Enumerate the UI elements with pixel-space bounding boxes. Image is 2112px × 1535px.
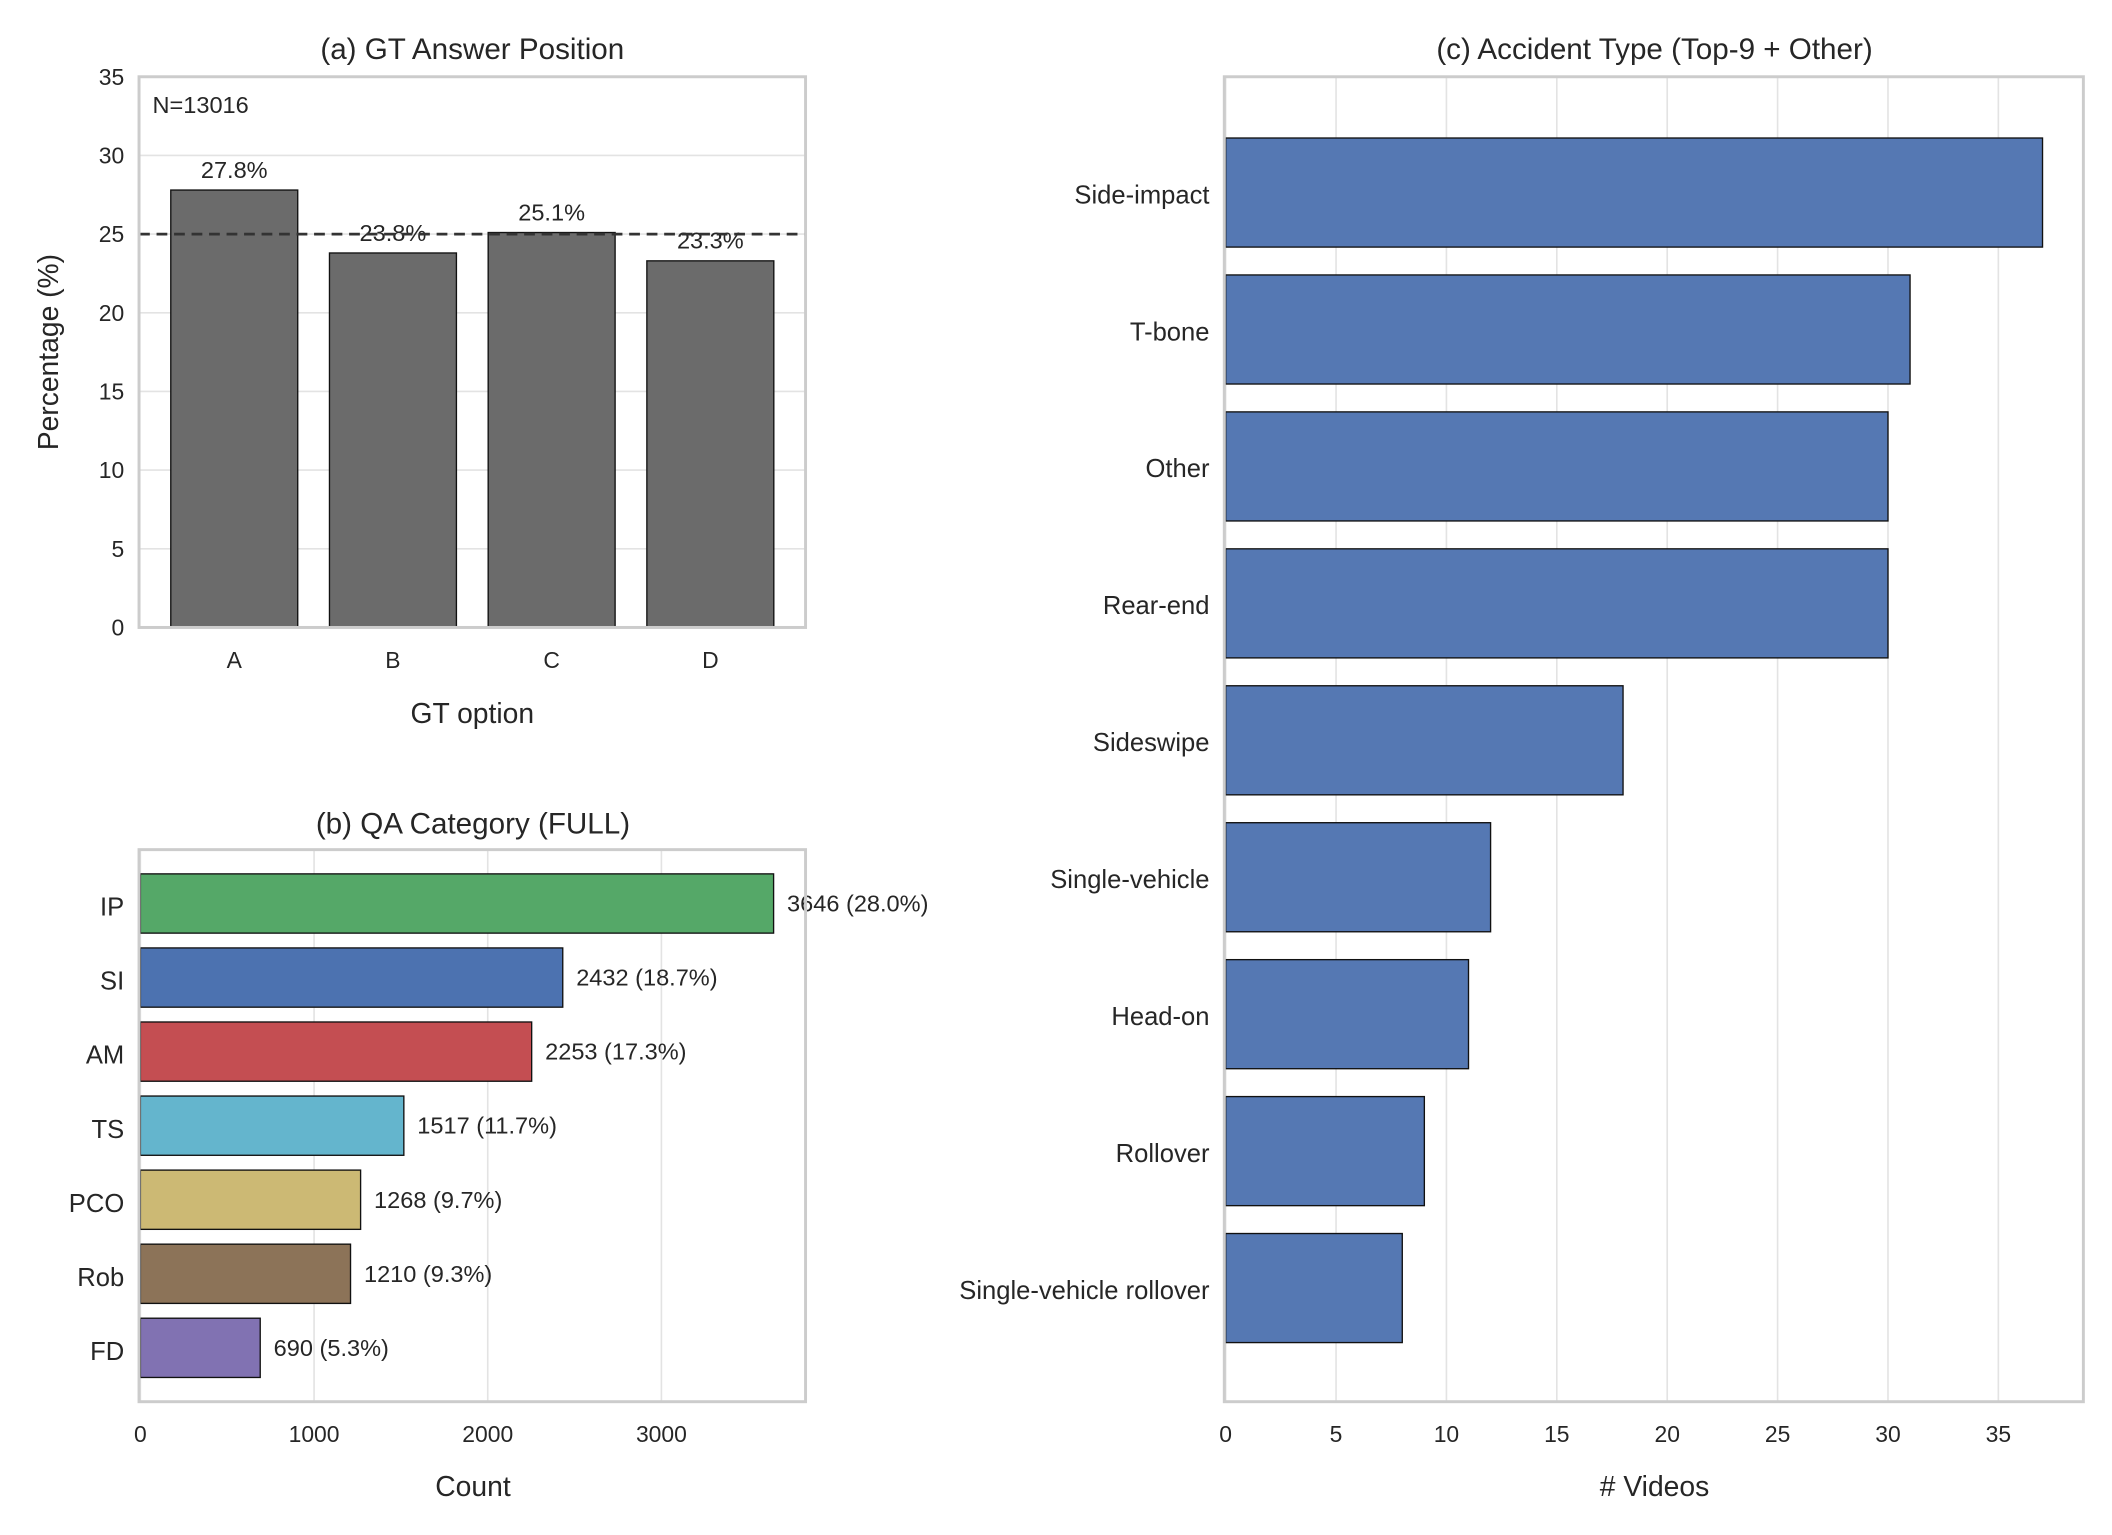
- x-tick-label: 2000: [462, 1421, 513, 1447]
- y-tick-label: Rollover: [1116, 1140, 1210, 1168]
- x-tick-label: 3000: [636, 1421, 687, 1447]
- x-axis-label: # Videos: [1600, 1470, 1710, 1502]
- bar-head-on: [1224, 958, 1470, 1070]
- bar-rollover: [1224, 1095, 1426, 1207]
- y-tick-label: 30: [99, 143, 124, 169]
- y-tick-label: 5: [111, 536, 124, 562]
- bar-si: [139, 947, 564, 1008]
- axes-frame: [1222, 75, 2085, 1404]
- x-tick-label: 0: [1219, 1421, 1232, 1447]
- y-tick-label: Sideswipe: [1093, 729, 1210, 757]
- y-tick-label: 0: [111, 615, 124, 641]
- chart-title: (c) Accident Type (Top-9 + Other): [1436, 33, 1872, 66]
- x-tick-label: C: [543, 647, 560, 673]
- x-tick-label: 5: [1330, 1421, 1343, 1447]
- y-tick-label: 15: [99, 379, 124, 405]
- y-tick-label: 20: [99, 300, 124, 326]
- x-tick-label: 30: [1875, 1421, 1900, 1447]
- y-tick-label: PCO: [69, 1190, 124, 1218]
- bar-rear-end: [1224, 548, 1889, 659]
- y-tick-label: FD: [90, 1338, 124, 1366]
- y-tick-label: Single-vehicle rollover: [959, 1277, 1210, 1305]
- y-tick-label: SI: [100, 968, 124, 996]
- y-tick-label: 10: [99, 457, 124, 483]
- bar-a: [170, 189, 299, 629]
- bar-c: [487, 231, 616, 629]
- y-tick-label: Other: [1146, 455, 1210, 483]
- x-tick-label: 20: [1654, 1421, 1679, 1447]
- y-tick-label: Side-impact: [1074, 181, 1209, 209]
- data-label: 1268 (9.7%): [374, 1187, 502, 1213]
- x-tick-label: 25: [1765, 1421, 1790, 1447]
- y-tick-label: IP: [100, 894, 124, 922]
- data-label: 27.8%: [201, 157, 268, 183]
- bar-d: [646, 260, 775, 629]
- x-tick-label: 0: [134, 1421, 147, 1447]
- axes-frame: [137, 75, 808, 629]
- x-tick-label: B: [385, 647, 400, 673]
- bar-sideswipe: [1224, 685, 1624, 796]
- bar-rob: [139, 1243, 352, 1305]
- x-axis-label: Count: [435, 1470, 511, 1502]
- y-tick-label: T-bone: [1130, 318, 1210, 346]
- x-tick-label: 35: [1986, 1421, 2011, 1447]
- data-label: 1517 (11.7%): [417, 1113, 557, 1139]
- y-tick-label: Single-vehicle: [1050, 866, 1209, 894]
- data-label: 23.3%: [677, 228, 744, 254]
- y-tick-label: TS: [92, 1116, 125, 1144]
- axes-frame: [137, 848, 808, 1404]
- panel-b-qa-category: 0 1000 2000 3000 3646 (28.0%) IP 2432 (18.7%) S…: [69, 807, 929, 1501]
- bar-side-impact: [1224, 137, 2044, 248]
- x-axis-label: GT option: [410, 697, 534, 729]
- bar-am: [139, 1021, 533, 1082]
- y-tick-label: AM: [86, 1042, 124, 1070]
- data-label: 690 (5.3%): [274, 1335, 389, 1361]
- x-tick-label: 15: [1544, 1421, 1569, 1447]
- y-axis-label: Percentage (%): [32, 254, 64, 450]
- data-label: 2432 (18.7%): [576, 965, 717, 991]
- bar-fd: [139, 1317, 261, 1379]
- chart-title: (b) QA Category (FULL): [316, 807, 630, 840]
- x-tick-label: 10: [1434, 1421, 1459, 1447]
- y-tick-label: 35: [99, 64, 124, 90]
- y-tick-label: Rob: [77, 1264, 124, 1292]
- bar-ts: [139, 1095, 405, 1156]
- bar-single-vehicle: [1224, 822, 1492, 933]
- panel-a-gt-answer-position: 0510152025303527.8%A23.8%B25.1%C23.3%DN=…: [32, 33, 808, 729]
- data-label: 2253 (17.3%): [545, 1039, 686, 1065]
- bar-b: [328, 252, 458, 629]
- y-tick-label: Rear-end: [1103, 592, 1210, 620]
- y-tick-label: 25: [99, 221, 124, 247]
- data-label: 3646 (28.0%): [787, 891, 928, 917]
- sample-size-annotation: N=13016: [153, 92, 249, 118]
- y-tick-label: Head-on: [1111, 1003, 1209, 1031]
- data-label: 1210 (9.3%): [364, 1261, 492, 1287]
- bar-other: [1224, 411, 1889, 522]
- panel-c-accident-type: 0 5 10 15 20 25 30 35 Side-impact T-bone Other Rear…: [959, 33, 2085, 1502]
- bar-ip: [139, 873, 775, 934]
- data-label: 25.1%: [518, 199, 585, 225]
- bar-pco: [139, 1169, 362, 1231]
- x-tick-label: A: [227, 647, 243, 673]
- x-tick-label: D: [702, 647, 719, 673]
- bar-t-bone: [1224, 274, 1911, 385]
- chart-title: (a) GT Answer Position: [320, 33, 624, 66]
- bar-single-vehicle-rollover: [1224, 1232, 1403, 1344]
- x-tick-label: 1000: [289, 1421, 340, 1447]
